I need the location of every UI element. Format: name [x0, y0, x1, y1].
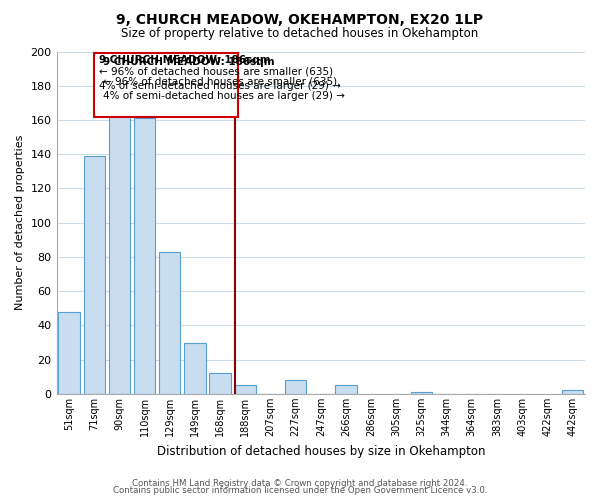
Bar — [285, 380, 307, 394]
X-axis label: Distribution of detached houses by size in Okehampton: Distribution of detached houses by size … — [157, 444, 485, 458]
Bar — [235, 386, 256, 394]
Bar — [562, 390, 583, 394]
Text: ← 96% of detached houses are smaller (635): ← 96% of detached houses are smaller (63… — [100, 67, 334, 77]
Bar — [209, 374, 231, 394]
Bar — [159, 252, 181, 394]
Bar — [134, 118, 155, 394]
Text: 9 CHURCH MEADOW: 186sqm: 9 CHURCH MEADOW: 186sqm — [103, 58, 275, 68]
Text: Size of property relative to detached houses in Okehampton: Size of property relative to detached ho… — [121, 28, 479, 40]
Bar — [184, 342, 206, 394]
Y-axis label: Number of detached properties: Number of detached properties — [15, 135, 25, 310]
Text: 9, CHURCH MEADOW, OKEHAMPTON, EX20 1LP: 9, CHURCH MEADOW, OKEHAMPTON, EX20 1LP — [116, 12, 484, 26]
Text: 4% of semi-detached houses are larger (29) →: 4% of semi-detached houses are larger (2… — [100, 80, 341, 90]
Text: Contains HM Land Registry data © Crown copyright and database right 2024.: Contains HM Land Registry data © Crown c… — [132, 478, 468, 488]
Bar — [411, 392, 432, 394]
Text: 9 CHURCH MEADOW: 186sqm: 9 CHURCH MEADOW: 186sqm — [100, 55, 271, 65]
Bar — [335, 386, 356, 394]
Text: ← 96% of detached houses are smaller (635)
4% of semi-detached houses are larger: ← 96% of detached houses are smaller (63… — [103, 76, 345, 101]
Text: Contains public sector information licensed under the Open Government Licence v3: Contains public sector information licen… — [113, 486, 487, 495]
FancyBboxPatch shape — [94, 53, 238, 116]
Bar — [58, 312, 80, 394]
Bar — [109, 108, 130, 394]
Bar — [83, 156, 105, 394]
